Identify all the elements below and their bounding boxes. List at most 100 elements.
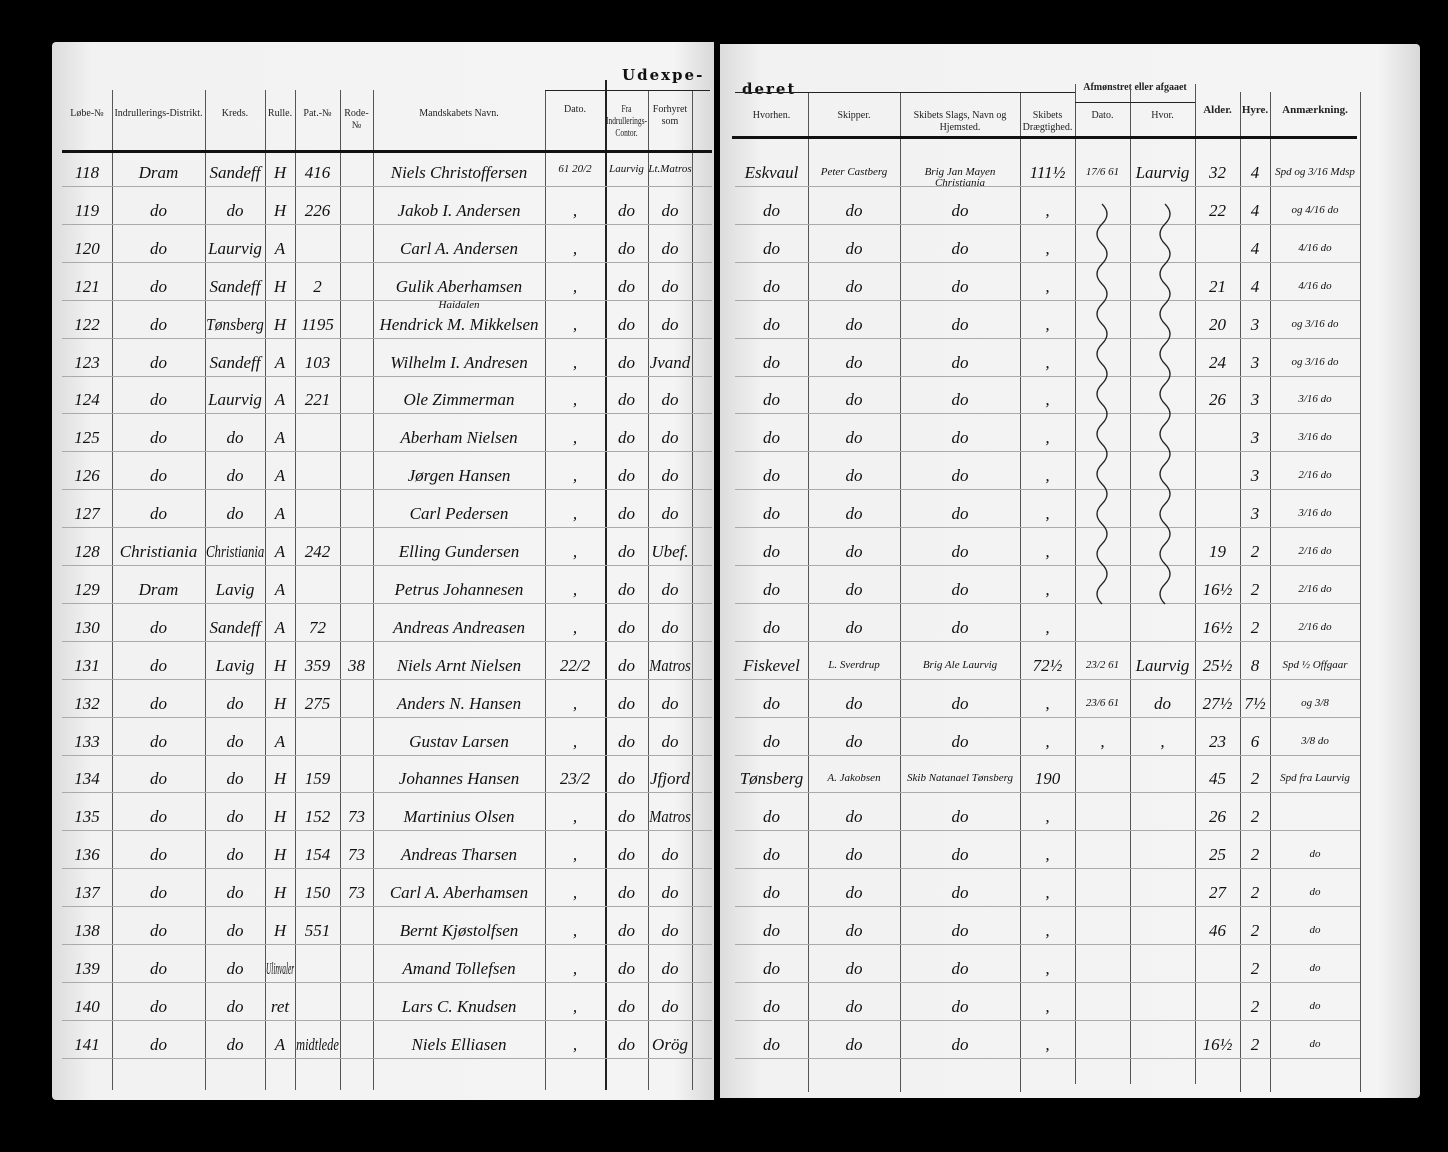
- cell-from-office: do: [618, 617, 635, 637]
- cell-from-office: do: [618, 352, 635, 372]
- header-rule: [1075, 102, 1195, 103]
- cell-ship: Brig Ale Laurvig: [922, 658, 998, 671]
- cell-tonnage: ,: [1045, 238, 1050, 258]
- cell-rode-no: 73: [348, 807, 365, 827]
- cell-district: do: [150, 693, 167, 713]
- cell-rulle: H: [273, 163, 287, 182]
- cell-signed-as: do: [661, 579, 679, 599]
- cell-date: ,: [572, 504, 578, 524]
- cell-signed-as: do: [661, 428, 679, 448]
- cell-tonnage: ,: [1045, 883, 1050, 903]
- cell-date: ,: [572, 845, 578, 865]
- cell-kreds: Sandeff: [209, 617, 261, 637]
- cell-skipper: do: [845, 996, 863, 1016]
- cell-signoff-place: do: [1154, 693, 1171, 713]
- cell-date: ,: [572, 996, 578, 1016]
- cell-pat-no: 242: [304, 542, 331, 561]
- cell-date: ,: [572, 466, 578, 486]
- cell-tonnage: ,: [1045, 693, 1050, 713]
- column-rule: [295, 90, 296, 1090]
- cell-from-office: do: [618, 921, 635, 940]
- cell-wage: 6: [1250, 731, 1260, 751]
- cell-rulle: H: [273, 807, 287, 827]
- cell-tonnage: ,: [1045, 958, 1050, 978]
- cell-from-office: do: [618, 466, 635, 486]
- cell-signed-as: Jfjord: [650, 769, 690, 789]
- row-rule: [62, 527, 712, 529]
- cell-tonnage: ,: [1045, 921, 1050, 940]
- cell-rulle: A: [274, 352, 286, 372]
- cell-number: 123: [74, 352, 100, 372]
- cell-pat-no: 416: [304, 163, 331, 182]
- row-rule: [62, 754, 712, 756]
- cell-wage: 8: [1250, 655, 1260, 675]
- cell-skipper: do: [845, 1034, 863, 1054]
- column-header-signoff-date: Dato.: [1091, 110, 1114, 121]
- cell-age: 26: [1209, 807, 1226, 827]
- cell-rulle: H: [273, 883, 287, 903]
- cell-wage: 2: [1250, 807, 1260, 827]
- column-header-destination: Hvorhen.: [752, 110, 791, 121]
- cell-kreds: do: [226, 958, 244, 978]
- cell-age: 16½: [1202, 579, 1233, 599]
- header-rule: [732, 136, 1357, 139]
- cell-remarks: 3/16 do: [1298, 393, 1332, 406]
- cell-ship: do: [951, 504, 969, 524]
- cell-destination: do: [763, 504, 780, 524]
- right-page-title: deret: [742, 80, 797, 98]
- cell-age: 16½: [1202, 1034, 1233, 1054]
- cell-ship: do: [951, 731, 969, 751]
- left-page: Udexpe- Løbe-№ Indrullerings-Distrikt. Kre…: [52, 42, 714, 1100]
- cell-tonnage: ,: [1045, 1034, 1050, 1054]
- cell-date: ,: [572, 276, 578, 296]
- cell-date: ,: [572, 390, 578, 410]
- column-rule: [265, 90, 266, 1090]
- cell-date: 61 20/2: [558, 163, 592, 175]
- column-rule: [545, 90, 546, 1090]
- cell-date: ,: [572, 1034, 578, 1054]
- cell-number: 128: [74, 542, 100, 561]
- cell-signoff-place: Laurvig: [1135, 655, 1190, 675]
- cell-rulle: H: [273, 655, 287, 675]
- cell-date: ,: [572, 807, 578, 827]
- cell-signoff-date: ,: [1100, 731, 1105, 751]
- row-rule: [735, 981, 1360, 983]
- cell-tonnage: ,: [1045, 845, 1050, 865]
- cell-district: Dram: [138, 579, 179, 599]
- row-rule: [735, 1019, 1360, 1021]
- column-rule: [373, 90, 374, 1090]
- cell-wage: 4: [1250, 200, 1260, 220]
- cell-rulle: H: [273, 693, 287, 713]
- cell-age: 26: [1209, 390, 1226, 410]
- cell-kreds: Tønsberg: [206, 314, 264, 334]
- row-rule: [62, 565, 712, 566]
- cell-remarks: do: [1309, 961, 1321, 974]
- cell-number: 134: [74, 769, 100, 789]
- cell-signoff-date: 23/2 61: [1085, 658, 1120, 671]
- cell-ship: do: [951, 200, 969, 220]
- cell-from-office: do: [618, 314, 635, 334]
- column-rule: [1360, 92, 1361, 1092]
- cell-kreds: do: [226, 466, 244, 486]
- cell-skipper: A. Jakobsen: [827, 772, 881, 785]
- cell-tonnage: ,: [1045, 617, 1050, 637]
- cell-tonnage: 111½: [1029, 163, 1066, 182]
- cell-name: Johannes Hansen: [398, 769, 520, 789]
- cell-signed-as: do: [661, 504, 679, 524]
- cell-number: 131: [74, 655, 100, 675]
- cell-destination: do: [763, 314, 780, 334]
- row-rule: [735, 223, 1360, 225]
- cell-rulle: H: [273, 921, 287, 940]
- cell-number: 137: [74, 883, 100, 903]
- cell-destination: do: [763, 276, 780, 296]
- cell-signed-as: do: [661, 958, 679, 978]
- cell-ship: do: [951, 958, 969, 978]
- column-rule: [1270, 92, 1271, 1092]
- cell-kreds: do: [226, 996, 244, 1016]
- cell-date: ,: [572, 352, 578, 372]
- row-rule: [62, 678, 712, 680]
- cell-wage: 4: [1250, 276, 1260, 296]
- cell-wage: 3: [1250, 314, 1260, 334]
- cell-number: 126: [74, 466, 100, 486]
- header-rule: [62, 150, 712, 153]
